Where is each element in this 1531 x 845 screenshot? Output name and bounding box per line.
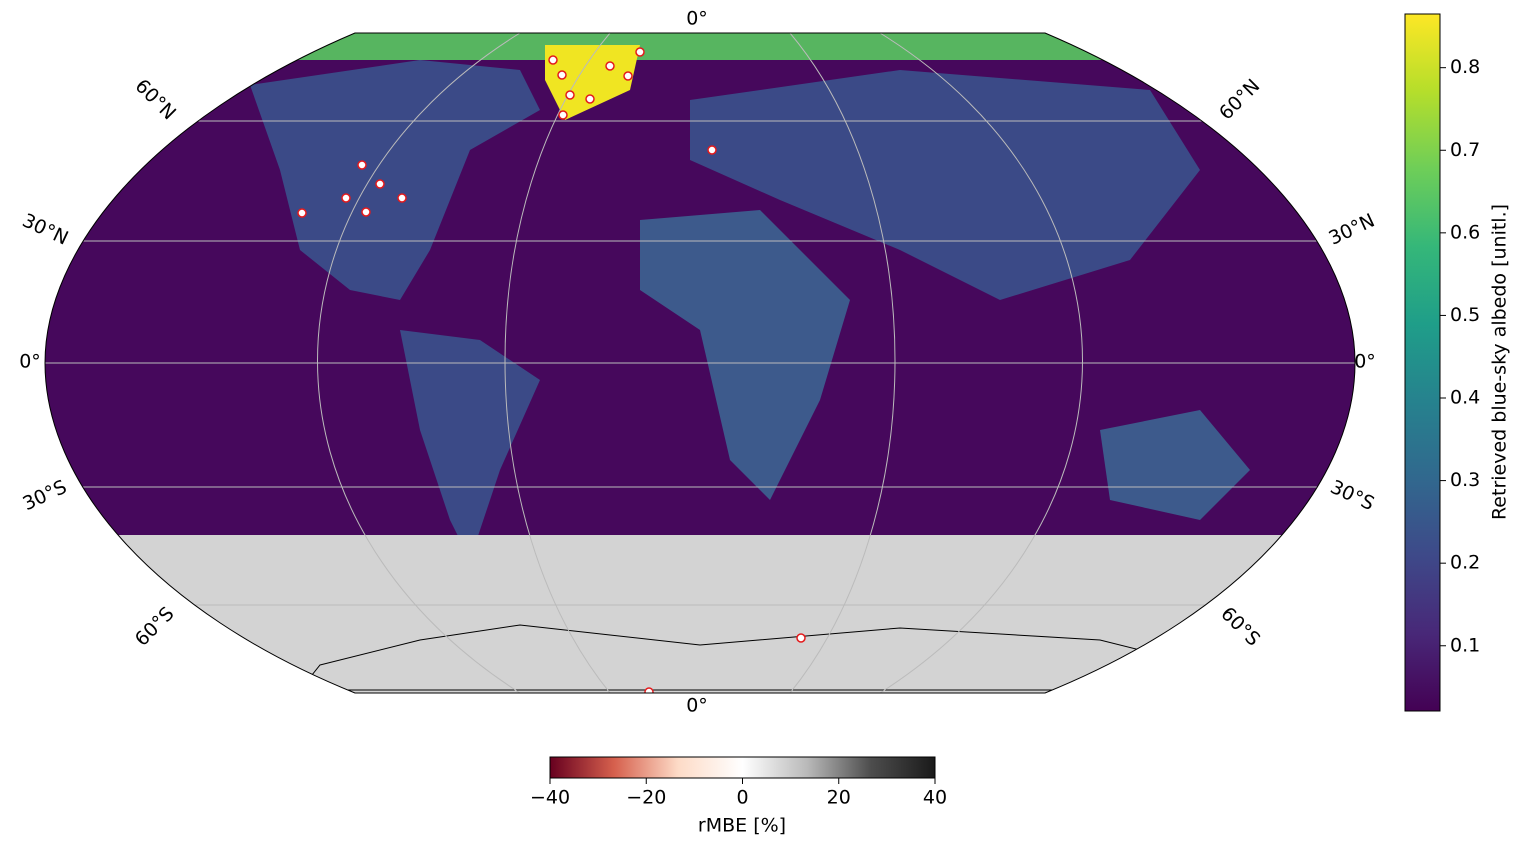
colorbar-tick-label: 0.5 <box>1450 304 1480 326</box>
colorbar-tick-label: 0.2 <box>1450 552 1480 574</box>
colorbar-tick-label: 0.6 <box>1450 221 1480 243</box>
rmbe-tick-label: −40 <box>530 787 570 809</box>
graticule-label: 0° <box>686 8 708 30</box>
greenland <box>545 45 640 120</box>
rmbe-tick-label: 20 <box>827 787 851 809</box>
graticule-label: 60°N <box>131 75 180 124</box>
graticule-label: 60°S <box>1216 603 1264 651</box>
map-border <box>44 32 1356 694</box>
graticule-label: 60°N <box>1215 75 1264 124</box>
no-data-south <box>45 535 1355 693</box>
eurasia <box>690 70 1200 300</box>
graticule-label: 60°S <box>131 603 179 651</box>
colorbar-tick-label: 0.1 <box>1450 634 1480 656</box>
graticule-label: 30°N <box>1325 209 1378 249</box>
antarctica-coast <box>298 624 1201 691</box>
colorbar-label: Retrieved blue-sky albedo [unitl.] <box>1489 204 1511 520</box>
rmbe-label: rMBE [%] <box>698 815 786 837</box>
colorbar-tick-label: 0.4 <box>1450 387 1480 409</box>
albedo-colorbar <box>1404 13 1441 712</box>
graticule-label: 30°S <box>19 476 70 515</box>
graticule-label: 30°S <box>1327 476 1378 515</box>
rmbe-tick-label: 40 <box>923 787 947 809</box>
rmbe-tick-label: −20 <box>626 787 666 809</box>
colorbar-tick-label: 0.3 <box>1450 469 1480 491</box>
graticule-label: 0° <box>19 351 41 373</box>
map <box>45 33 1355 693</box>
colorbar-tick-label: 0.7 <box>1450 139 1480 161</box>
south-america <box>400 330 540 560</box>
colorbar-tick-label: 0.8 <box>1450 56 1480 78</box>
graticule <box>45 33 1355 693</box>
africa <box>640 210 850 500</box>
stations <box>297 47 806 693</box>
north-america <box>250 60 540 300</box>
graticule-label: 0° <box>1354 351 1376 373</box>
australia <box>1100 410 1250 520</box>
graticule-label: 30°N <box>19 209 72 249</box>
rmbe-tick-label: 0 <box>736 787 748 809</box>
graticule-label: 0° <box>686 695 708 717</box>
rmbe-colorbar <box>549 756 936 779</box>
